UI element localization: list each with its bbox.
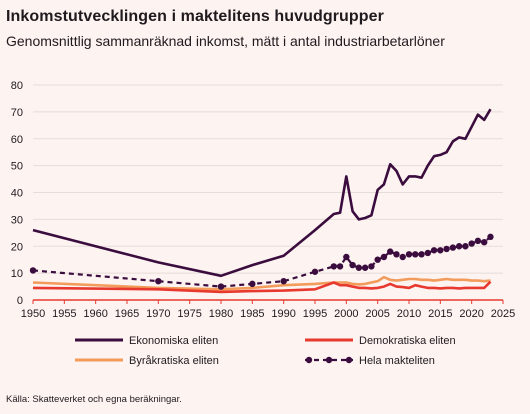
source-note: Källa: Skatteverket och egna beräkningar…: [6, 394, 182, 405]
x-tick-label: 1990: [271, 308, 295, 320]
x-tick-label: 1995: [303, 308, 327, 320]
series-point: [399, 253, 406, 261]
series-point: [355, 264, 363, 271]
series-point: [468, 240, 475, 247]
y-tick-label: 50: [11, 161, 23, 173]
y-axis-ticks: 0 10 20 30 40 50 60 70 80: [11, 80, 23, 307]
y-tick-label: 10: [11, 268, 23, 280]
series-lines: [29, 108, 494, 294]
legend-marker: [325, 356, 333, 364]
series-point: [443, 245, 450, 253]
series-point: [29, 267, 37, 274]
series-point: [455, 243, 463, 250]
series-point: [430, 247, 438, 254]
x-tick-label: 1960: [83, 308, 107, 320]
y-tick-label: 30: [11, 214, 23, 226]
series-line: [32, 275, 491, 291]
chart-title: Inkomstutvecklingen i maktelitens huvudg…: [6, 8, 385, 25]
series-point: [155, 277, 162, 285]
series-line: [32, 108, 492, 278]
x-tick-label: 2025: [491, 308, 515, 320]
legend-marker: [345, 356, 353, 364]
series-point: [368, 263, 375, 270]
legend-label: Ekonomiska eliten: [129, 335, 218, 347]
series-point: [380, 253, 388, 261]
y-tick-label: 20: [11, 241, 23, 253]
series-point: [311, 268, 319, 275]
series-point: [336, 263, 344, 270]
series-point: [361, 264, 369, 271]
series-point: [412, 251, 419, 258]
series-point: [462, 243, 469, 250]
x-tick-label: 2005: [365, 308, 389, 320]
series-point: [437, 247, 444, 254]
y-tick-label: 80: [11, 80, 23, 92]
legend: Ekonomiska eliten Demokratiska eliten Byrå…: [75, 335, 456, 367]
y-tick-label: 60: [11, 134, 23, 146]
x-tick-label: 1980: [209, 308, 233, 320]
series-point: [418, 251, 425, 258]
series-point: [349, 261, 356, 269]
y-tick-label: 70: [11, 107, 23, 119]
series-point: [217, 283, 225, 290]
x-tick-label: 1950: [21, 308, 45, 320]
x-tick-label: 2020: [459, 308, 483, 320]
x-tick-label: 1985: [240, 308, 264, 320]
series-point: [330, 263, 337, 270]
x-tick-label: 2010: [397, 308, 421, 320]
grid-lines: [33, 84, 503, 301]
y-tick-label: 0: [17, 295, 23, 307]
series-line: [32, 280, 492, 294]
x-tick-label: 1970: [146, 308, 170, 320]
series-point: [343, 253, 350, 261]
chart-subtitle: Genomsnittlig sammanräknad inkomst, mätt…: [6, 33, 445, 49]
legend-label: Demokratiska eliten: [359, 335, 456, 347]
x-tick-label: 2015: [428, 308, 452, 320]
x-tick-label: 1975: [177, 308, 201, 320]
legend-label: Byråkratiska eliten: [129, 355, 219, 367]
series-point: [405, 251, 413, 258]
series-point: [449, 244, 457, 251]
x-axis-ticks: 1950 1955 1960 1965 1970 1975 1980 1985 1990 1995…: [21, 300, 515, 320]
series-point: [374, 256, 381, 263]
y-tick-label: 40: [11, 188, 23, 200]
series-point: [424, 249, 431, 257]
x-tick-label: 1955: [52, 308, 76, 320]
legend-label: Hela makteliten: [359, 355, 435, 367]
series-point: [280, 277, 287, 285]
x-tick-label: 2000: [334, 308, 358, 320]
series-point: [393, 251, 400, 258]
series-point: [249, 280, 256, 288]
series-point: [387, 248, 394, 255]
series-point: [481, 239, 488, 246]
series-point: [474, 237, 482, 245]
series-line: [32, 235, 492, 288]
legend-marker: [305, 356, 313, 364]
x-tick-label: 1965: [115, 308, 139, 320]
series-point: [487, 233, 494, 241]
